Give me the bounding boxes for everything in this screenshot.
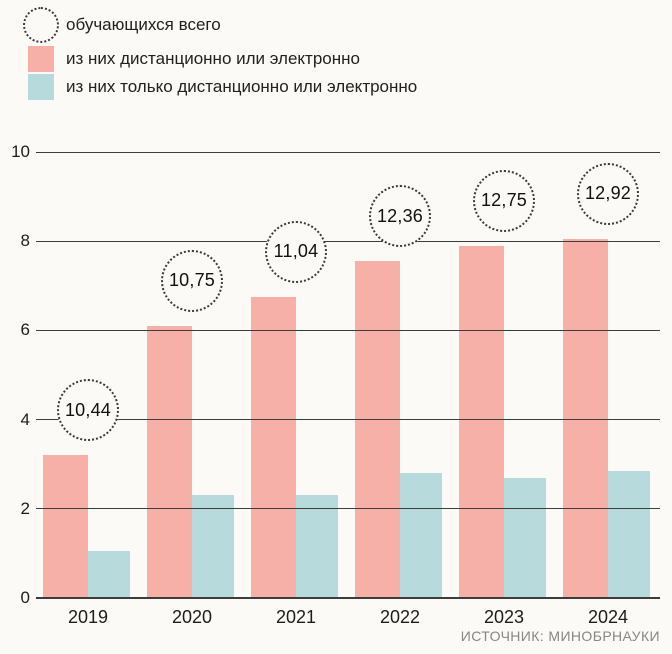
y-axis-label: 4 bbox=[20, 409, 30, 429]
total-annotation-circle: 12,36 bbox=[369, 185, 431, 248]
x-axis-label: 2019 bbox=[67, 607, 109, 627]
y-axis-label: 8 bbox=[20, 231, 30, 251]
gridline bbox=[36, 151, 660, 153]
legend-icon-box bbox=[18, 74, 64, 100]
total-annotation-circle: 12,75 bbox=[473, 169, 535, 232]
legend-label-only-remote: из них только дистанционно или электронн… bbox=[66, 77, 418, 96]
gridline bbox=[36, 419, 660, 421]
total-annotation-circle: 10,44 bbox=[57, 379, 119, 442]
gridline bbox=[36, 508, 660, 510]
bar-only-remote bbox=[400, 473, 442, 598]
bar-only-remote bbox=[608, 470, 650, 598]
y-axis-label: 10 bbox=[11, 142, 30, 161]
legend-icon-box bbox=[18, 46, 64, 72]
gridline bbox=[36, 597, 660, 599]
bar-remote bbox=[147, 325, 192, 598]
y-axis-label: 6 bbox=[20, 320, 30, 340]
bar-only-remote bbox=[296, 495, 338, 598]
x-axis-label: 2022 bbox=[379, 607, 421, 627]
y-axis-label: 2 bbox=[20, 498, 30, 518]
bar-remote bbox=[563, 238, 608, 598]
x-axis-label: 2023 bbox=[483, 607, 525, 627]
dotted-circle-icon bbox=[23, 7, 59, 43]
bar-remote bbox=[459, 245, 504, 598]
total-annotation-circle: 11,04 bbox=[265, 220, 327, 283]
bar-remote bbox=[43, 455, 88, 598]
legend: обучающихся всего из них дистанционно ил… bbox=[18, 5, 417, 101]
x-axis-label: 2024 bbox=[587, 607, 629, 627]
source-note: ИСТОЧНИК: МИНОБРНАУКИ bbox=[460, 628, 660, 644]
bar-only-remote bbox=[192, 495, 234, 598]
legend-label-total: обучающихся всего bbox=[66, 15, 221, 34]
bar-only-remote bbox=[504, 477, 546, 598]
legend-item-total: обучающихся всего bbox=[18, 5, 417, 45]
bar-remote bbox=[355, 261, 400, 598]
total-annotation-circle: 12,92 bbox=[577, 162, 639, 225]
legend-item-only-remote: из них только дистанционно или электронн… bbox=[18, 73, 417, 101]
x-axis-label: 2020 bbox=[171, 607, 213, 627]
gridline bbox=[36, 240, 660, 242]
total-annotation-circle: 10,75 bbox=[161, 249, 223, 312]
pink-swatch-icon bbox=[28, 46, 54, 72]
legend-icon-box bbox=[18, 7, 64, 43]
legend-label-remote: из них дистанционно или электронно bbox=[66, 49, 360, 68]
bar-remote bbox=[251, 296, 296, 598]
gridline bbox=[36, 329, 660, 331]
bar-only-remote bbox=[88, 551, 130, 598]
legend-item-remote: из них дистанционно или электронно bbox=[18, 45, 417, 73]
blue-swatch-icon bbox=[28, 74, 54, 100]
x-axis-label: 2021 bbox=[275, 607, 317, 627]
y-axis-label: 0 bbox=[20, 588, 30, 607]
